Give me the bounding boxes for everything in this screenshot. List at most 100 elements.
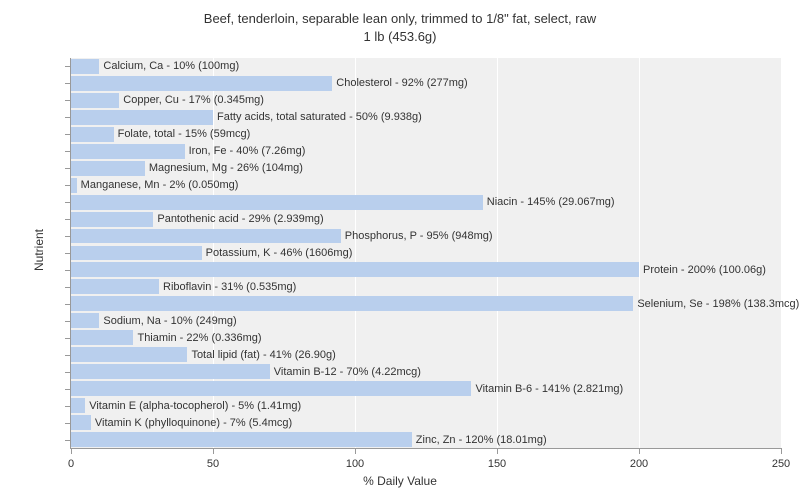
y-tick bbox=[65, 66, 71, 67]
bar bbox=[71, 127, 114, 142]
bar bbox=[71, 279, 159, 294]
bar-row: Calcium, Ca - 10% (100mg) bbox=[71, 59, 239, 74]
x-tick bbox=[71, 448, 72, 454]
bar bbox=[71, 415, 91, 430]
plot-area: 050100150200250Calcium, Ca - 10% (100mg)… bbox=[70, 58, 781, 449]
x-tick-label: 250 bbox=[772, 458, 790, 470]
bar-label: Phosphorus, P - 95% (948mg) bbox=[345, 230, 493, 242]
bar-label: Protein - 200% (100.06g) bbox=[643, 264, 766, 276]
bar-label: Riboflavin - 31% (0.535mg) bbox=[163, 281, 296, 293]
bar bbox=[71, 76, 332, 91]
y-tick bbox=[65, 202, 71, 203]
x-tick bbox=[639, 448, 640, 454]
bar-label: Fatty acids, total saturated - 50% (9.93… bbox=[217, 111, 422, 123]
bar-row: Pantothenic acid - 29% (2.939mg) bbox=[71, 212, 324, 227]
x-tick-label: 50 bbox=[207, 458, 219, 470]
bar-label: Niacin - 145% (29.067mg) bbox=[487, 196, 615, 208]
bar-row: Selenium, Se - 198% (138.3mcg) bbox=[71, 296, 799, 311]
y-tick bbox=[65, 321, 71, 322]
bar-row: Potassium, K - 46% (1606mg) bbox=[71, 246, 352, 261]
bar-label: Potassium, K - 46% (1606mg) bbox=[206, 247, 353, 259]
bar-label: Cholesterol - 92% (277mg) bbox=[336, 77, 467, 89]
bar bbox=[71, 93, 119, 108]
bar bbox=[71, 212, 153, 227]
y-tick bbox=[65, 185, 71, 186]
y-tick bbox=[65, 338, 71, 339]
bar-label: Selenium, Se - 198% (138.3mcg) bbox=[637, 298, 799, 310]
bar bbox=[71, 59, 99, 74]
y-tick bbox=[65, 389, 71, 390]
bar-row: Copper, Cu - 17% (0.345mg) bbox=[71, 93, 264, 108]
y-tick bbox=[65, 236, 71, 237]
bar bbox=[71, 161, 145, 176]
y-axis-label: Nutrient bbox=[32, 229, 46, 271]
x-tick bbox=[213, 448, 214, 454]
bar-label: Vitamin B-6 - 141% (2.821mg) bbox=[475, 383, 623, 395]
y-tick bbox=[65, 304, 71, 305]
bar-row: Vitamin B-6 - 141% (2.821mg) bbox=[71, 381, 623, 396]
bar bbox=[71, 398, 85, 413]
gridline bbox=[639, 58, 640, 448]
bar-row: Folate, total - 15% (59mcg) bbox=[71, 127, 250, 142]
chart-title-line2: 1 lb (453.6g) bbox=[364, 29, 437, 44]
bar bbox=[71, 110, 213, 125]
bar-label: Manganese, Mn - 2% (0.050mg) bbox=[81, 179, 239, 191]
bar-row: Riboflavin - 31% (0.535mg) bbox=[71, 279, 296, 294]
gridline bbox=[781, 58, 782, 448]
y-tick bbox=[65, 134, 71, 135]
bar-row: Thiamin - 22% (0.336mg) bbox=[71, 330, 262, 345]
x-axis-label: % Daily Value bbox=[363, 474, 437, 488]
y-tick bbox=[65, 270, 71, 271]
y-tick bbox=[65, 253, 71, 254]
y-tick bbox=[65, 83, 71, 84]
bar-row: Sodium, Na - 10% (249mg) bbox=[71, 313, 237, 328]
bar-label: Vitamin E (alpha-tocopherol) - 5% (1.41m… bbox=[89, 400, 301, 412]
bar bbox=[71, 330, 133, 345]
bar bbox=[71, 381, 471, 396]
bar bbox=[71, 432, 412, 447]
bar-row: Phosphorus, P - 95% (948mg) bbox=[71, 229, 493, 244]
x-tick-label: 150 bbox=[488, 458, 506, 470]
y-tick bbox=[65, 406, 71, 407]
x-tick-label: 100 bbox=[346, 458, 364, 470]
bar-label: Thiamin - 22% (0.336mg) bbox=[137, 332, 261, 344]
y-tick bbox=[65, 372, 71, 373]
bar-label: Zinc, Zn - 120% (18.01mg) bbox=[416, 434, 547, 446]
bar-label: Total lipid (fat) - 41% (26.90g) bbox=[191, 349, 335, 361]
y-tick bbox=[65, 440, 71, 441]
chart-title-line1: Beef, tenderloin, separable lean only, t… bbox=[204, 11, 596, 26]
bar bbox=[71, 246, 202, 261]
y-tick bbox=[65, 168, 71, 169]
bar-row: Vitamin K (phylloquinone) - 7% (5.4mcg) bbox=[71, 415, 292, 430]
y-tick bbox=[65, 219, 71, 220]
bar-label: Folate, total - 15% (59mcg) bbox=[118, 128, 251, 140]
bar bbox=[71, 313, 99, 328]
bar bbox=[71, 262, 639, 277]
bar-label: Pantothenic acid - 29% (2.939mg) bbox=[157, 213, 323, 225]
y-tick bbox=[65, 117, 71, 118]
x-tick bbox=[781, 448, 782, 454]
bar bbox=[71, 229, 341, 244]
y-tick bbox=[65, 287, 71, 288]
bar-row: Iron, Fe - 40% (7.26mg) bbox=[71, 144, 305, 159]
x-tick bbox=[497, 448, 498, 454]
y-tick bbox=[65, 151, 71, 152]
bar-label: Vitamin B-12 - 70% (4.22mcg) bbox=[274, 366, 421, 378]
bar bbox=[71, 144, 185, 159]
bar-row: Fatty acids, total saturated - 50% (9.93… bbox=[71, 110, 422, 125]
chart-title: Beef, tenderloin, separable lean only, t… bbox=[0, 0, 800, 45]
x-tick-label: 0 bbox=[68, 458, 74, 470]
bar-row: Total lipid (fat) - 41% (26.90g) bbox=[71, 347, 336, 362]
bar-row: Vitamin E (alpha-tocopherol) - 5% (1.41m… bbox=[71, 398, 301, 413]
bar bbox=[71, 195, 483, 210]
bar-row: Cholesterol - 92% (277mg) bbox=[71, 76, 468, 91]
bar bbox=[71, 347, 187, 362]
bar-row: Magnesium, Mg - 26% (104mg) bbox=[71, 161, 303, 176]
bar-label: Calcium, Ca - 10% (100mg) bbox=[103, 60, 239, 72]
y-tick bbox=[65, 355, 71, 356]
bar-label: Iron, Fe - 40% (7.26mg) bbox=[189, 145, 306, 157]
bar bbox=[71, 178, 77, 193]
bar-row: Manganese, Mn - 2% (0.050mg) bbox=[71, 178, 238, 193]
y-tick bbox=[65, 423, 71, 424]
bar bbox=[71, 364, 270, 379]
